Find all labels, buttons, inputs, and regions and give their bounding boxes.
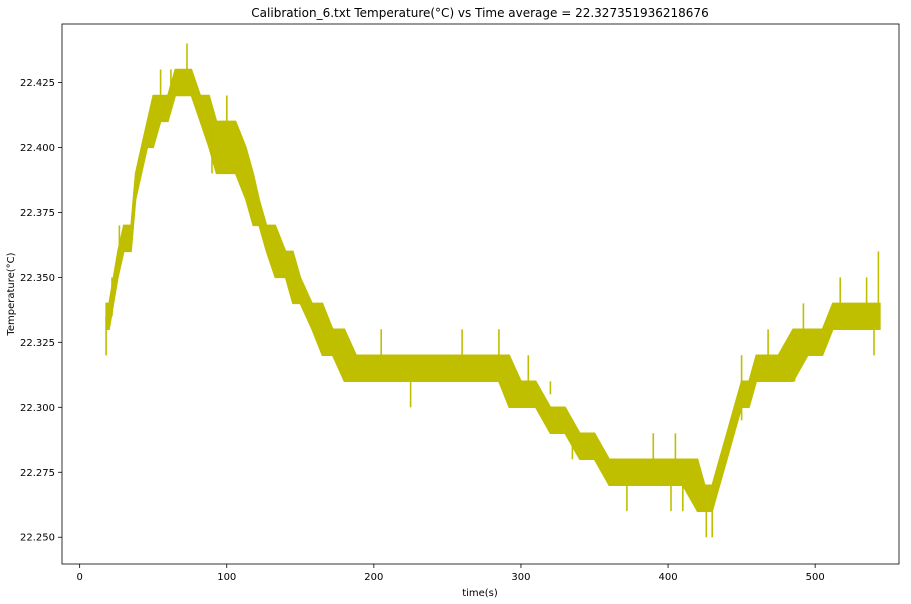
x-axis-label: time(s) (462, 588, 498, 599)
y-tick-label: 22.350 (20, 273, 55, 284)
y-tick-label: 22.400 (20, 143, 55, 154)
chart-title: Calibration_6.txt Temperature(°C) vs Tim… (251, 6, 708, 20)
x-tick-label: 400 (659, 572, 678, 583)
y-tick-label: 22.275 (20, 468, 55, 479)
y-tick-label: 22.300 (20, 403, 55, 414)
x-tick-label: 0 (76, 572, 82, 583)
x-tick-label: 300 (511, 572, 530, 583)
x-tick-label: 200 (364, 572, 383, 583)
plot-area (105, 43, 881, 538)
axes-frame (61, 23, 900, 565)
y-axis-label: Temperature(°C) (6, 252, 17, 336)
x-axis-ticks: 0 100 200 300 400 500 (76, 564, 825, 583)
x-tick-label: 100 (217, 572, 236, 583)
y-axis-ticks: 22.250 22.275 22.300 22.325 22.350 22.375 22.4… (20, 78, 62, 544)
x-tick-label: 500 (806, 572, 825, 583)
y-tick-label: 22.325 (20, 338, 55, 349)
y-tick-label: 22.250 (20, 533, 55, 544)
series-band (105, 68, 881, 512)
y-tick-label: 22.375 (20, 208, 55, 219)
y-tick-label: 22.425 (20, 78, 55, 89)
